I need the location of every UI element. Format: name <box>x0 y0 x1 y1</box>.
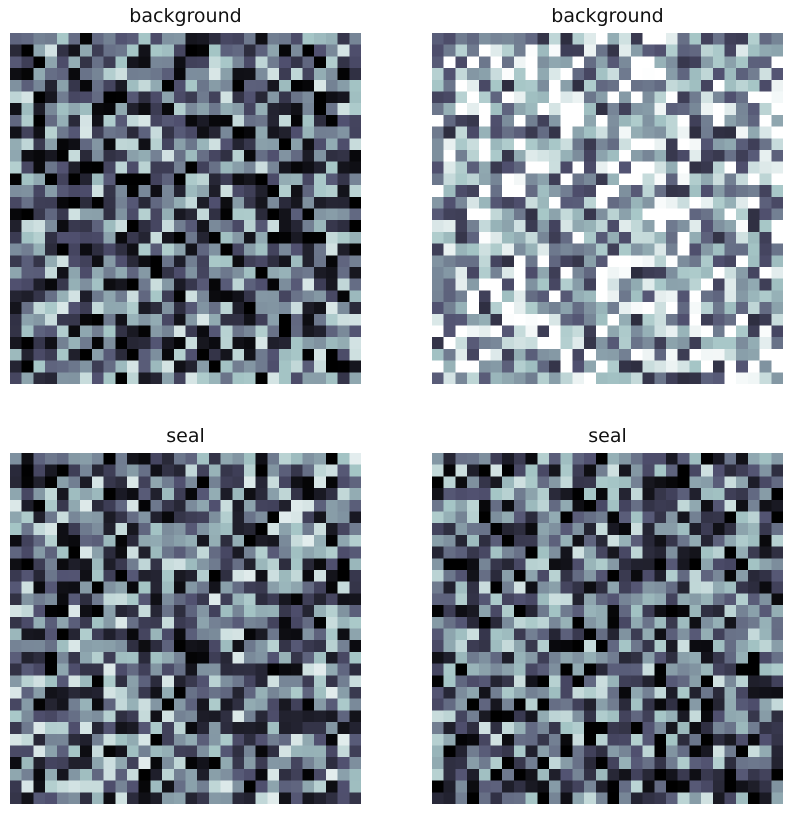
panel-2-image <box>432 33 783 384</box>
panel-1-title: background <box>129 5 242 27</box>
panel-4-title: seal <box>588 425 627 447</box>
panel-1: background <box>10 5 361 384</box>
panel-3: seal <box>10 425 361 804</box>
panel-4: seal <box>432 425 783 804</box>
panel-4-image <box>432 453 783 804</box>
panel-3-image <box>10 453 361 804</box>
panel-2-title: background <box>551 5 664 27</box>
panel-3-title: seal <box>166 425 205 447</box>
panel-2: background <box>432 5 783 384</box>
panel-1-image <box>10 33 361 384</box>
